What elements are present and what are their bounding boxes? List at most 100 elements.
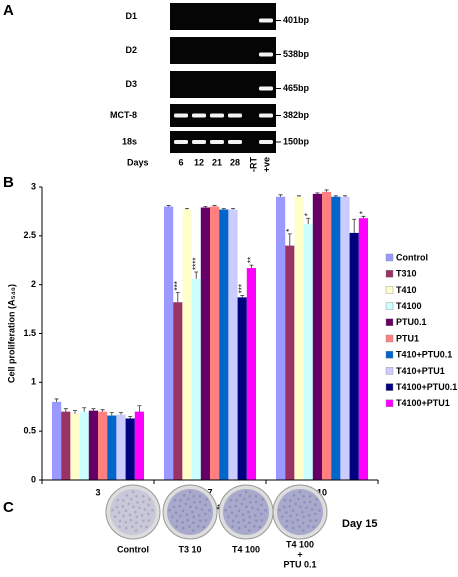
error-bar bbox=[166, 205, 171, 207]
error-bar bbox=[63, 408, 68, 412]
error-bar bbox=[82, 407, 87, 412]
gel-band bbox=[228, 113, 242, 118]
dish-speck bbox=[240, 502, 244, 506]
gel-band bbox=[192, 113, 206, 118]
gel-image bbox=[170, 71, 276, 98]
bar bbox=[276, 196, 286, 480]
dish-speck bbox=[192, 494, 195, 498]
dish-speck bbox=[135, 494, 138, 498]
dish-speck bbox=[302, 515, 306, 519]
dish-speck bbox=[148, 498, 151, 501]
dish-speck bbox=[296, 518, 300, 522]
dish-speck bbox=[188, 525, 191, 528]
dish-speck bbox=[292, 494, 296, 497]
dish-speck bbox=[182, 494, 186, 497]
error-bar bbox=[352, 218, 357, 233]
gel-band bbox=[259, 113, 273, 118]
legend-label: T4100+PTU1 bbox=[396, 398, 450, 408]
legend-swatch bbox=[385, 318, 394, 326]
lane-label: 6 bbox=[178, 157, 183, 167]
dish-speck bbox=[302, 494, 305, 498]
error-bar bbox=[175, 292, 180, 303]
dish-speck bbox=[313, 512, 317, 516]
dish-speck bbox=[235, 499, 238, 502]
x-tick-label: 3 bbox=[95, 487, 100, 497]
legend-label: T4100+PTU0.1 bbox=[396, 382, 457, 392]
gel-band bbox=[174, 140, 188, 144]
lane-label: +ve bbox=[261, 157, 271, 172]
day-label: Day 15 bbox=[342, 518, 377, 530]
dish-speck bbox=[179, 499, 182, 502]
dish-speck bbox=[289, 499, 292, 502]
gel-band bbox=[259, 86, 273, 91]
bar bbox=[246, 268, 256, 480]
dish-speck bbox=[178, 504, 182, 508]
dish-speck bbox=[131, 525, 134, 528]
lanes-title: Days bbox=[127, 157, 149, 167]
error-bar bbox=[128, 416, 133, 419]
dish-speck bbox=[289, 514, 292, 518]
x-tick-label: 10 bbox=[317, 487, 327, 497]
dish-speck bbox=[226, 515, 230, 518]
error-bar bbox=[100, 409, 105, 412]
dish-speck bbox=[118, 519, 122, 523]
gel-row-label: D3 bbox=[125, 79, 137, 89]
dish-speck bbox=[184, 502, 188, 506]
dish-speck bbox=[195, 506, 198, 510]
bar bbox=[98, 411, 108, 480]
dish-speck bbox=[247, 529, 251, 532]
lane-label: 28 bbox=[230, 157, 240, 167]
error-bar bbox=[137, 405, 142, 412]
legend-label: Control bbox=[396, 252, 428, 262]
dish-speck bbox=[145, 525, 148, 529]
gel-band bbox=[259, 18, 273, 23]
dish-speck bbox=[253, 514, 257, 517]
dish-speck bbox=[128, 513, 132, 517]
bar bbox=[237, 297, 247, 480]
dish-speck bbox=[122, 514, 125, 518]
band-size: 150bp bbox=[283, 136, 310, 146]
legend-swatch bbox=[385, 334, 394, 343]
bar bbox=[312, 193, 322, 480]
dish-speck bbox=[134, 510, 137, 514]
dish-speck bbox=[247, 510, 250, 514]
y-axis-label: Cell proliferation (A₅₄₀) bbox=[6, 284, 16, 383]
dish-speck bbox=[121, 504, 125, 508]
dish-speck bbox=[203, 512, 207, 516]
dish-speck bbox=[198, 495, 202, 498]
dish-speck bbox=[147, 519, 151, 522]
dish-label: PTU 0.1 bbox=[283, 559, 316, 569]
dish-speck bbox=[308, 495, 312, 498]
band-size: 465bp bbox=[283, 83, 310, 93]
dish-speck bbox=[124, 521, 128, 524]
dish-speck bbox=[138, 506, 141, 510]
dish-speck bbox=[248, 521, 251, 525]
dish-speck bbox=[229, 498, 233, 502]
dish-label: Control bbox=[117, 544, 149, 554]
error-bar bbox=[91, 408, 96, 411]
dish-speck bbox=[197, 514, 201, 517]
dish-speck bbox=[168, 508, 171, 512]
bar bbox=[303, 224, 313, 480]
dish-speck bbox=[245, 505, 248, 509]
dish-speck bbox=[113, 515, 117, 518]
dish-speck bbox=[312, 525, 315, 529]
dish-speck bbox=[255, 519, 258, 522]
bar bbox=[219, 209, 229, 481]
dish-speck bbox=[234, 504, 238, 508]
dish-speck bbox=[111, 508, 114, 512]
legend-swatch bbox=[385, 367, 394, 375]
dish-speck bbox=[248, 494, 251, 498]
panel-label: B bbox=[3, 174, 14, 191]
dish-speck bbox=[191, 510, 194, 514]
dish-speck bbox=[181, 509, 185, 513]
error-bar bbox=[306, 217, 311, 225]
dish-speck bbox=[283, 498, 287, 502]
bar bbox=[61, 411, 71, 480]
band-size: 538bp bbox=[283, 49, 310, 59]
dish-well bbox=[110, 489, 156, 535]
dish-speck bbox=[192, 515, 196, 519]
dish-speck bbox=[136, 500, 139, 504]
significance: * bbox=[303, 213, 312, 216]
bar bbox=[340, 196, 350, 480]
